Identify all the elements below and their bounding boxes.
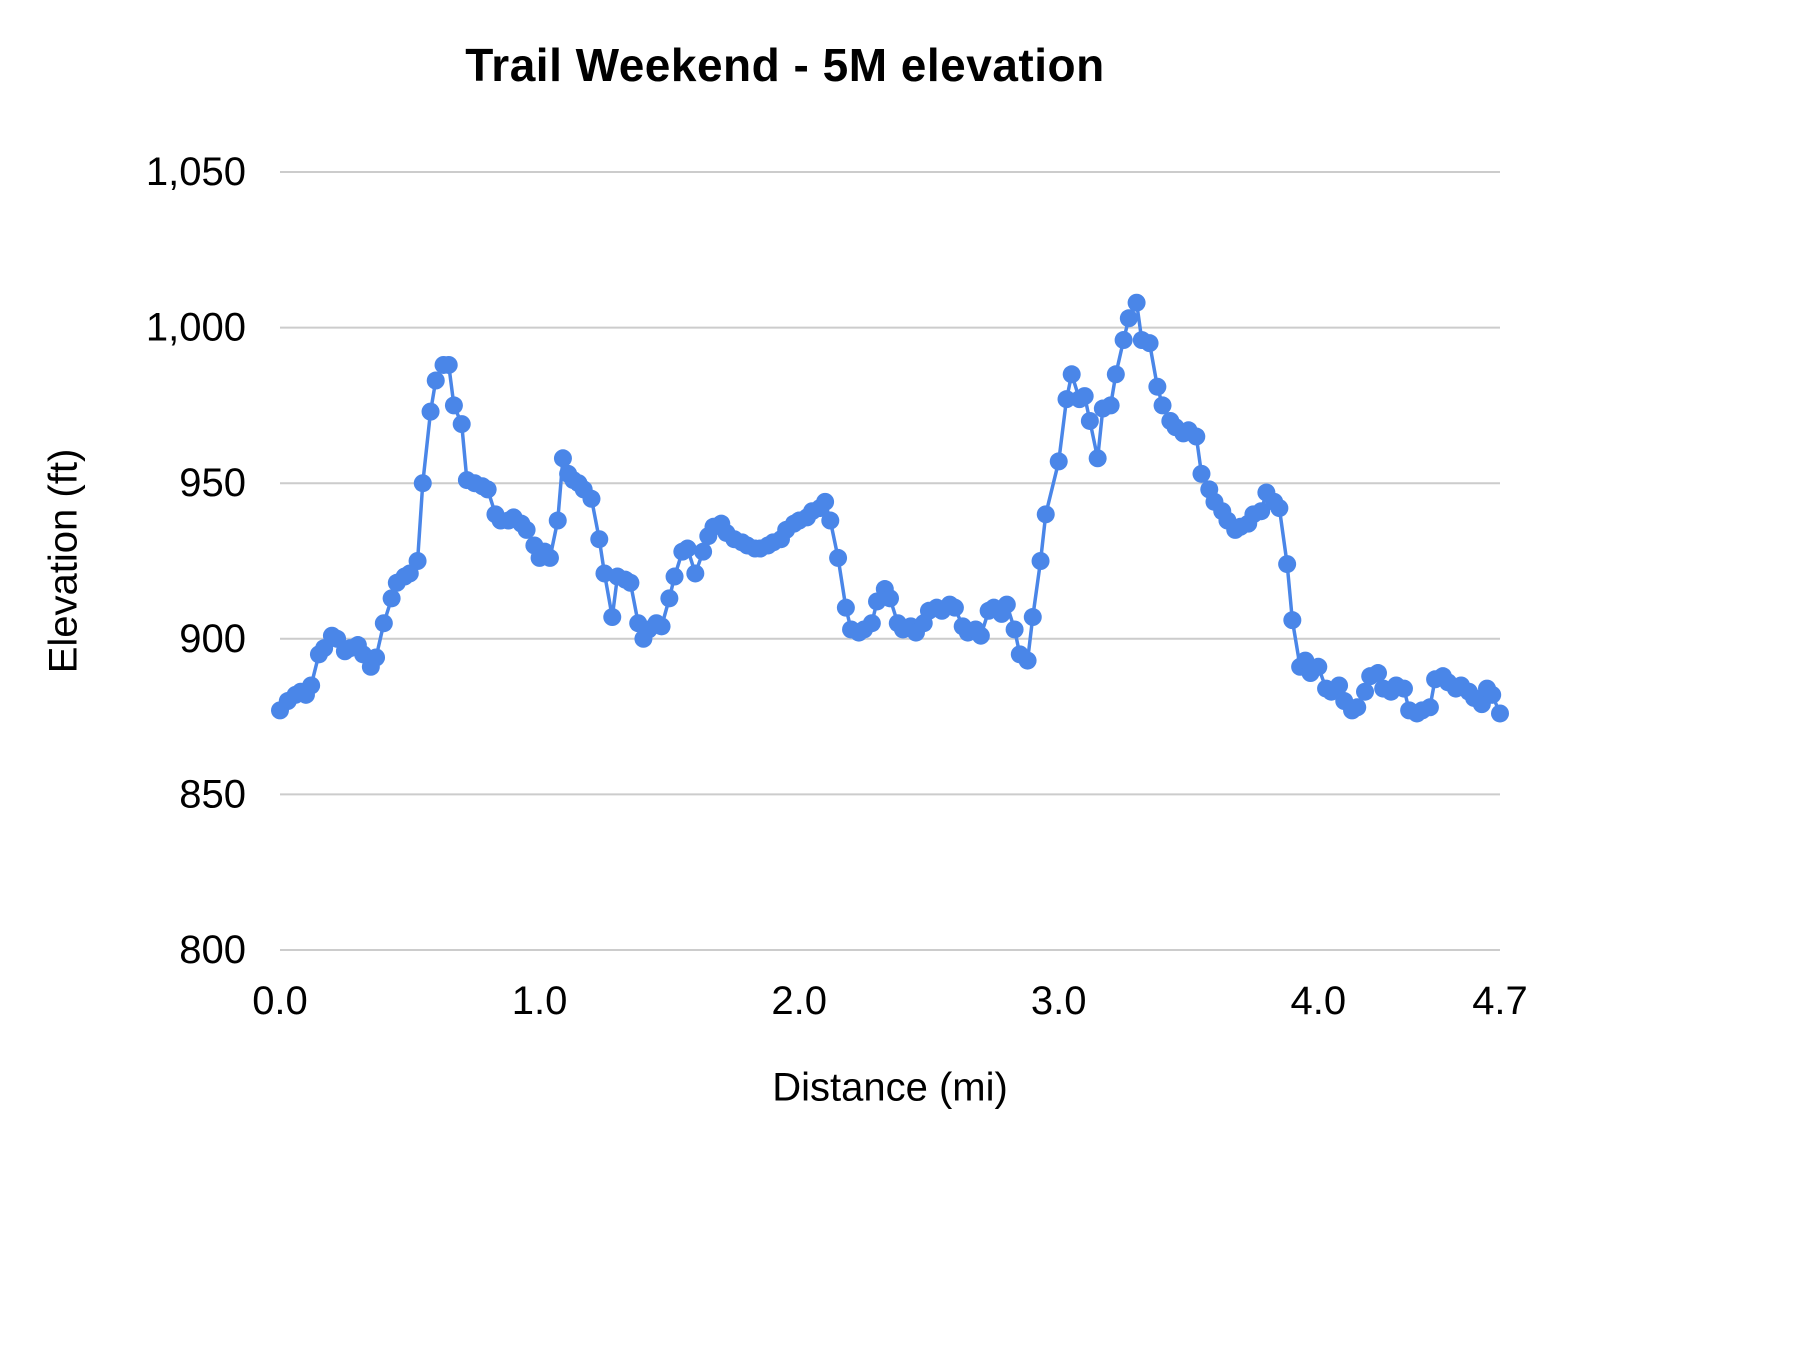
data-point [444,396,463,415]
x-tick-label: 3.0 [1031,979,1087,1023]
data-point [413,474,432,493]
data-point [1057,390,1076,409]
data-point [540,548,559,567]
data-point [1101,396,1120,415]
data-point [1420,698,1439,717]
data-point [1005,620,1024,639]
data-point [382,589,401,608]
data-point [1049,452,1068,471]
data-point [426,371,445,390]
data-point [374,614,393,633]
data-point [971,626,990,645]
data-point [1356,682,1375,701]
data-point [1187,427,1206,446]
x-tick-label: 1.0 [512,979,568,1023]
data-point [678,539,697,558]
data-point [1330,676,1349,695]
data-point [1140,334,1159,353]
y-tick-label: 950 [179,461,246,505]
data-point [1127,293,1146,312]
data-point [517,520,536,539]
data-point [1106,365,1125,384]
x-axis-label: Distance (mi) [772,1065,1008,1110]
data-point [478,480,497,499]
data-point [1192,464,1211,483]
data-point [1348,698,1367,717]
data-point [694,542,713,561]
data-point [439,355,458,374]
y-tick-label: 1,000 [146,306,246,350]
y-tick-label: 900 [179,617,246,661]
data-point [1119,309,1138,328]
y-tick-label: 850 [179,772,246,816]
y-tick-label: 800 [179,928,246,972]
data-point [665,567,684,586]
data-point [1252,502,1271,521]
x-tick-label: 2.0 [771,979,827,1023]
data-point [1075,387,1094,406]
data-point [1080,411,1099,430]
data-point [1153,396,1172,415]
data-point [367,648,386,667]
data-point [1483,685,1502,704]
x-tick-label: 4.0 [1290,979,1346,1023]
data-point [408,552,427,570]
data-point [1062,365,1081,384]
data-point [829,548,848,567]
data-point [836,598,855,617]
data-point [1283,611,1302,630]
data-point [816,492,835,511]
chart-title: Trail Weekend - 5M elevation [465,39,1105,91]
data-point [660,589,679,608]
x-tick-label: 0.0 [252,979,308,1023]
y-tick-label: 1,050 [146,150,246,194]
data-point [1394,679,1413,698]
data-point [1491,704,1509,723]
data-point [1114,331,1133,350]
data-point [1369,664,1387,683]
data-point [1023,608,1042,627]
data-point [997,595,1016,614]
data-point [881,589,899,608]
data-point [621,573,640,592]
data-point [1148,377,1167,396]
data-point [1309,657,1328,676]
data-point [302,676,321,695]
data-point [452,415,471,434]
data-point [590,530,609,549]
data-point [421,402,440,421]
data-point [1278,555,1297,574]
x-tick-label: 4.7 [1472,979,1528,1023]
data-point [1036,505,1055,524]
data-point [553,449,572,468]
data-point [1088,449,1107,468]
data-point [548,511,567,530]
data-point [1031,552,1050,570]
data-point [945,598,964,617]
data-point [603,608,622,627]
data-point [862,614,881,633]
series-line [278,300,1502,716]
data-point [686,564,705,583]
data-point [821,511,840,530]
data-point [652,617,671,636]
data-point [1270,499,1289,518]
data-point [582,489,601,508]
data-point [1018,651,1037,670]
